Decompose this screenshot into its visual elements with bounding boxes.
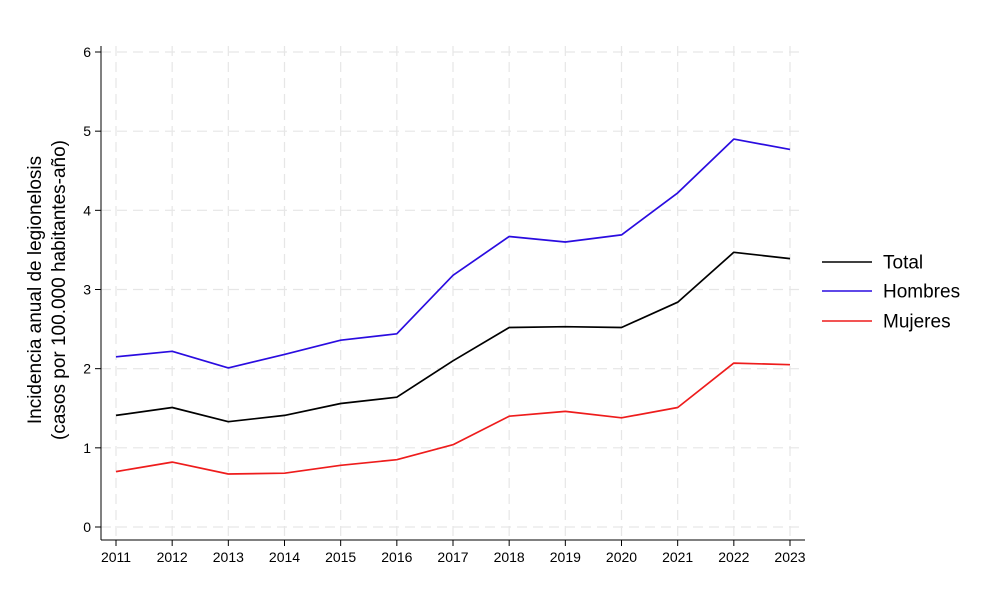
x-tick-label: 2017 (437, 549, 468, 565)
y-axis-title: Incidencia anual de legionelosis (casos … (25, 140, 70, 440)
legend-label-hombres: Hombres (883, 282, 960, 303)
legend: Total Hombres Mujeres (822, 253, 960, 333)
y-tick-label: 0 (83, 519, 91, 535)
grid-lines (101, 46, 805, 540)
legend-label-total: Total (883, 253, 923, 274)
y-axis-title-line-1: Incidencia anual de legionelosis (25, 156, 46, 424)
y-tick-label: 6 (83, 44, 91, 60)
x-tick-label: 2019 (550, 549, 581, 565)
x-tick-label: 2021 (662, 549, 693, 565)
x-tick-label: 2022 (718, 549, 749, 565)
legend-label-mujeres: Mujeres (883, 312, 951, 333)
x-tick-label: 2020 (606, 549, 637, 565)
x-tick-label: 2016 (381, 549, 412, 565)
x-tick-label: 2015 (325, 549, 356, 565)
y-tick-label: 1 (83, 440, 91, 456)
y-tick-label: 3 (83, 282, 91, 298)
y-axis-title-line-2: (casos por 100.000 habitantes-año) (49, 140, 70, 440)
x-tick-label: 2018 (494, 549, 525, 565)
x-tick-label: 2014 (269, 549, 300, 565)
y-tick-label: 5 (83, 123, 91, 139)
series-line-mujeres (115, 362, 791, 475)
series-line-hombres (115, 138, 791, 369)
series-line-total (115, 251, 791, 423)
axes: 0 1 2 3 4 5 6 2011 2012 2013 2014 2015 2016 2017 2018 2… (83, 44, 806, 565)
x-tick-label: 2023 (774, 549, 805, 565)
y-tick-label: 2 (83, 361, 91, 377)
series-lines (115, 138, 791, 475)
x-tick-label: 2013 (213, 549, 244, 565)
x-tick-label: 2012 (157, 549, 188, 565)
y-tick-label: 4 (83, 202, 91, 218)
x-tick-label: 2011 (101, 549, 131, 565)
